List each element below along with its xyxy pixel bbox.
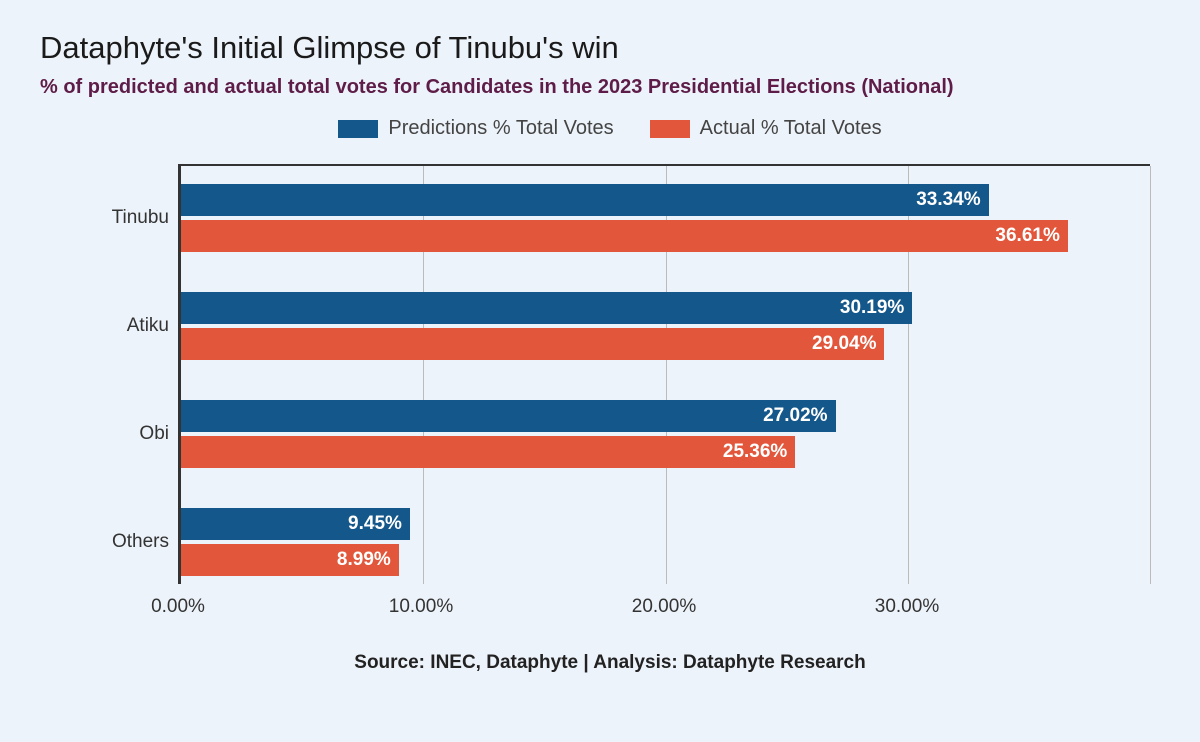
legend: Predictions % Total Votes Actual % Total…: [40, 117, 1180, 140]
plot-area: Tinubu33.34%36.61%Atiku30.19%29.04%Obi27…: [178, 164, 1150, 584]
bar-actual: 29.04%: [181, 328, 884, 360]
y-axis-label: Atiku: [127, 315, 181, 337]
source-line: Source: INEC, Dataphyte | Analysis: Data…: [40, 652, 1180, 674]
bar-predictions: 9.45%: [181, 508, 410, 540]
x-tick-label: 30.00%: [875, 596, 939, 618]
y-axis-label: Obi: [139, 423, 181, 445]
legend-item-actual: Actual % Total Votes: [650, 117, 882, 140]
bar-value-label: 27.02%: [763, 405, 827, 427]
swatch-predictions: [338, 120, 378, 138]
bar-actual: 36.61%: [181, 220, 1068, 252]
x-tick-label: 10.00%: [389, 596, 453, 618]
bar-predictions: 27.02%: [181, 400, 836, 432]
bar-predictions: 33.34%: [181, 184, 989, 216]
bar-predictions: 30.19%: [181, 292, 912, 324]
y-axis-label: Others: [112, 531, 181, 553]
bar-group: Others9.45%8.99%: [181, 508, 1150, 576]
chart-title: Dataphyte's Initial Glimpse of Tinubu's …: [40, 30, 1180, 66]
bar-value-label: 33.34%: [916, 189, 980, 211]
bar-group: Tinubu33.34%36.61%: [181, 184, 1150, 252]
swatch-actual: [650, 120, 690, 138]
bar-group: Obi27.02%25.36%: [181, 400, 1150, 468]
bar-value-label: 30.19%: [840, 297, 904, 319]
chart-subtitle: % of predicted and actual total votes fo…: [40, 76, 1180, 99]
legend-item-predictions: Predictions % Total Votes: [338, 117, 613, 140]
legend-label-predictions: Predictions % Total Votes: [388, 117, 613, 140]
bar-value-label: 8.99%: [337, 549, 391, 571]
bar-actual: 8.99%: [181, 544, 399, 576]
bar-actual: 25.36%: [181, 436, 795, 468]
x-axis: 0.00%10.00%20.00%30.00%: [178, 584, 1150, 644]
legend-label-actual: Actual % Total Votes: [700, 117, 882, 140]
gridline: [1150, 166, 1151, 584]
chart-area: Tinubu 33.34% 36.61% Atiku 30.19% 29.04% Obi 27…: [100, 164, 1150, 644]
bar-value-label: 25.36%: [723, 441, 787, 463]
bar-group: Atiku30.19%29.04%: [181, 292, 1150, 360]
y-axis-label: Tinubu: [112, 207, 181, 229]
x-tick-label: 20.00%: [632, 596, 696, 618]
bar-value-label: 9.45%: [348, 513, 402, 535]
bar-value-label: 29.04%: [812, 333, 876, 355]
bar-value-label: 36.61%: [995, 225, 1059, 247]
x-tick-label: 0.00%: [151, 596, 205, 618]
